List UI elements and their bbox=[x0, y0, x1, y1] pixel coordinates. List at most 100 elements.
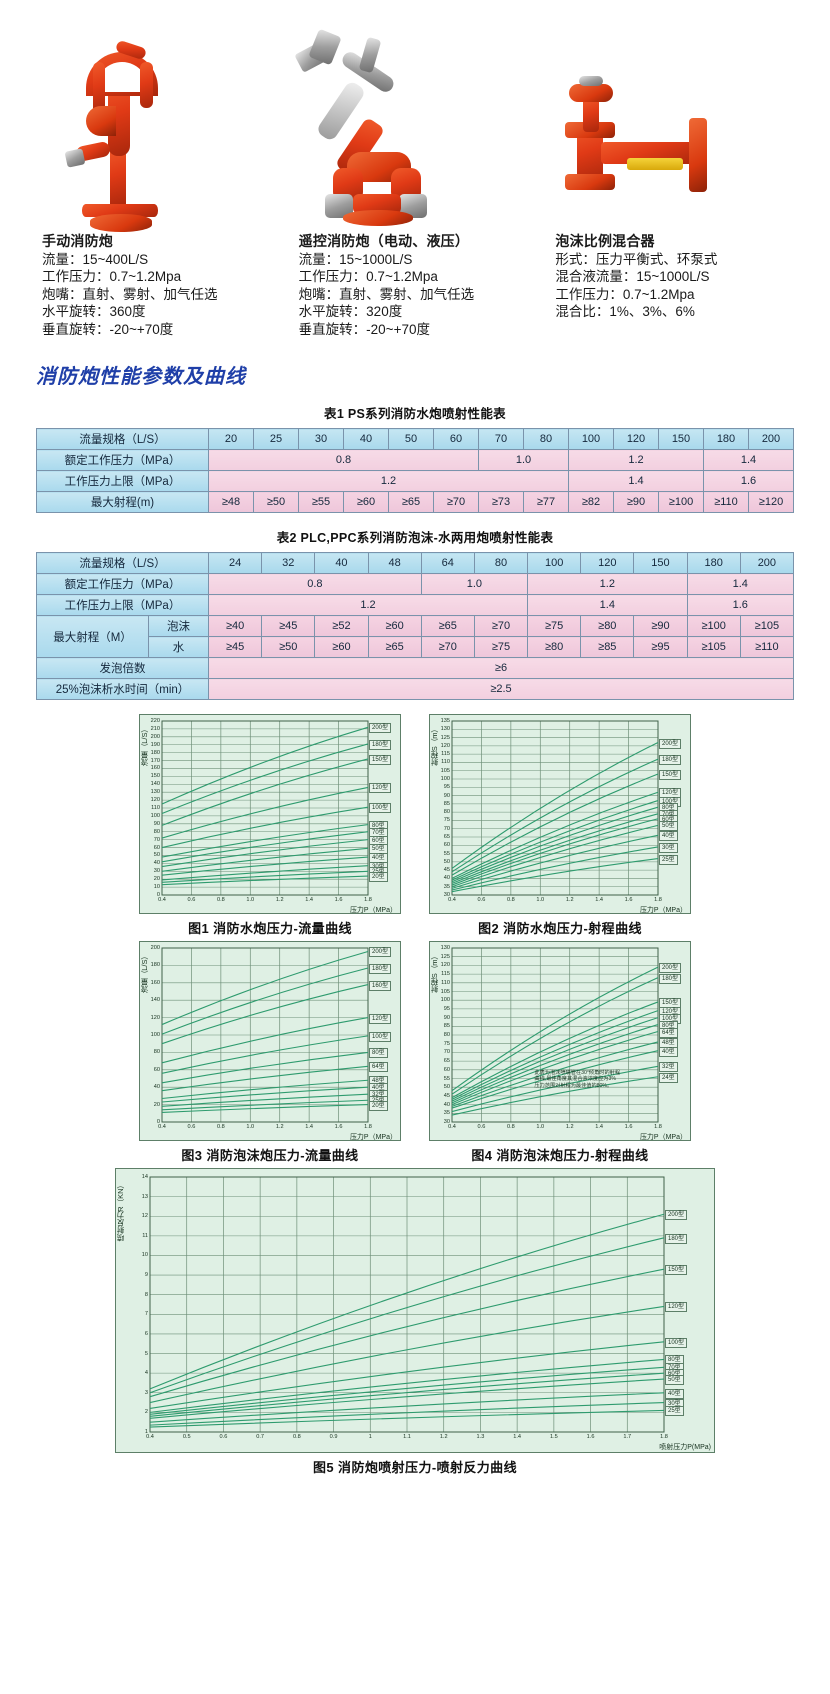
series-label: 150型 bbox=[659, 770, 682, 781]
table-cell: ≥77 bbox=[523, 491, 569, 513]
y-tick-label: 45 bbox=[443, 867, 450, 874]
x-tick-label: 0.6 bbox=[187, 1124, 196, 1130]
row-label: 流量规格（L/S） bbox=[36, 428, 209, 450]
table-cell: 20 bbox=[208, 428, 254, 450]
y-tick-label: 40 bbox=[153, 1084, 160, 1091]
table-cell: 40 bbox=[314, 552, 369, 574]
y-tick-label: 60 bbox=[443, 1066, 450, 1073]
table-cell: 1.2 bbox=[208, 470, 569, 492]
x-tick-label: 1.8 bbox=[654, 897, 662, 903]
table-row: 工作压力上限（MPa） 1.2 1.4 1.6 bbox=[35, 594, 795, 616]
x-tick-label: 1.6 bbox=[334, 897, 343, 903]
series-label: 160型 bbox=[369, 980, 392, 991]
x-tick-label: 1.6 bbox=[334, 1124, 343, 1130]
chart-row-2: 0 20 40 60 80 100 120 140 160 180 200 0.4 0.6 0.8 1.0 1… bbox=[0, 941, 830, 1164]
table-cell: ≥60 bbox=[343, 491, 389, 513]
table-row: 最大射程(m) ≥48 ≥50 ≥55 ≥60 ≥65 ≥70 ≥73 ≥77 … bbox=[36, 491, 794, 513]
table-cell: ≥70 bbox=[420, 636, 475, 658]
table-cell: 0.8 bbox=[208, 573, 422, 595]
table-cell: 1.4 bbox=[703, 449, 794, 471]
y-tick-label: 70 bbox=[443, 825, 450, 832]
x-tick-label: 0.8 bbox=[292, 1434, 301, 1440]
foam-proportioner-photo bbox=[543, 18, 800, 233]
table-cell: ≥80 bbox=[580, 615, 635, 637]
y-tick-label: 150 bbox=[150, 773, 160, 780]
table-cell: ≥48 bbox=[208, 491, 254, 513]
series-label: 24型 bbox=[659, 1072, 678, 1083]
chart-plot-fig3: 0 20 40 60 80 100 120 140 160 180 200 0.4 0.6 0.8 1.0 1… bbox=[139, 941, 401, 1141]
series-label: 100型 bbox=[665, 1337, 688, 1348]
spec-line: 工作压力：0.7~1.2Mpa bbox=[298, 269, 438, 284]
table-cell: 200 bbox=[748, 428, 794, 450]
x-tick-label: 1.0 bbox=[536, 1124, 545, 1130]
y-tick-label: 0 bbox=[156, 1119, 160, 1125]
y-tick-label: 120 bbox=[440, 742, 450, 749]
series-label: 120型 bbox=[369, 783, 392, 794]
spec-line: 炮嘴：直射、雾射、加气任选 bbox=[298, 286, 475, 302]
table-cell: 1.2 bbox=[568, 449, 704, 471]
table-cell: 150 bbox=[658, 428, 704, 450]
y-axis-label: 流量（L/S） bbox=[140, 725, 149, 767]
table-cell: ≥40 bbox=[208, 615, 263, 637]
product-name: 遥控消防炮（电动、液压） bbox=[298, 233, 470, 249]
y-tick-label: 80 bbox=[153, 828, 160, 835]
table-cell: ≥105 bbox=[739, 615, 795, 637]
table-row: 发泡倍数 ≥6 bbox=[35, 657, 794, 679]
y-tick-label: 80 bbox=[443, 809, 450, 816]
y-tick-label: 20 bbox=[153, 1101, 160, 1108]
y-tick-label: 50 bbox=[443, 858, 450, 865]
y-axis-label: 流量（L/S） bbox=[140, 952, 149, 994]
table-cell: ≥82 bbox=[568, 491, 614, 513]
table-cell: ≥80 bbox=[527, 636, 582, 658]
table2-caption: 表2 PLC,PPC系列消防泡沫-水两用炮喷射性能表 bbox=[276, 531, 554, 545]
x-tick-label: 1.8 bbox=[654, 1124, 662, 1130]
table-cell: ≥50 bbox=[261, 636, 316, 658]
table-cell: ≥110 bbox=[739, 636, 795, 658]
x-tick-label: 0.6 bbox=[477, 897, 486, 903]
y-tick-label: 60 bbox=[443, 842, 450, 849]
series-label: 64型 bbox=[659, 1027, 678, 1038]
y-tick-label: 95 bbox=[443, 1005, 450, 1012]
table-cell: ≥95 bbox=[633, 636, 688, 658]
table-row: 工作压力上限（MPa） 1.2 1.4 1.6 bbox=[36, 470, 794, 492]
x-tick-label: 1.2 bbox=[439, 1434, 448, 1440]
y-tick-label: 120 bbox=[150, 797, 160, 804]
series-label: 120型 bbox=[665, 1302, 688, 1313]
table-cell: ≥70 bbox=[473, 615, 529, 637]
x-tick-label: 1.4 bbox=[595, 897, 604, 903]
x-tick-label: 0.8 bbox=[216, 897, 225, 903]
table-cell: 1.2 bbox=[208, 594, 529, 616]
y-tick-label: 30 bbox=[153, 868, 160, 875]
y-tick-label: 14 bbox=[141, 1174, 148, 1180]
y-tick-label: 30 bbox=[443, 1119, 450, 1125]
row-label: 25%泡沫析水时间（min） bbox=[35, 678, 210, 700]
series-label: 200型 bbox=[659, 963, 682, 974]
y-tick-label: 75 bbox=[443, 817, 450, 824]
x-tick-label: 1.1 bbox=[403, 1434, 411, 1440]
y-tick-label: 120 bbox=[150, 1014, 160, 1021]
x-tick-label: 0.6 bbox=[219, 1434, 228, 1440]
series-label: 40型 bbox=[659, 831, 678, 842]
row-label: 额定工作压力（MPa） bbox=[35, 573, 210, 595]
x-tick-label: 0.4 bbox=[448, 1124, 456, 1130]
series-label: 25型 bbox=[665, 1406, 684, 1417]
y-tick-label: 40 bbox=[443, 875, 450, 882]
chart-title: 图3 消防泡沫炮压力-流量曲线 bbox=[181, 1148, 359, 1163]
manual-monitor-specs: 手动消防炮 流量：15~400L/S 工作压力：0.7~1.2Mpa 炮嘴：直射… bbox=[30, 233, 287, 338]
y-tick-label: 70 bbox=[153, 836, 160, 843]
chart-title: 图1 消防水炮压力-流量曲线 bbox=[188, 921, 352, 936]
x-tick-label: 1.8 bbox=[364, 897, 372, 903]
chart-block-fig4: 30 35 40 45 50 55 60 65 70 75 80 85 90 95 100 105 110 115… bbox=[429, 941, 691, 1164]
table-cell: 30 bbox=[298, 428, 344, 450]
chart-row-3: 1 2 3 4 5 6 7 8 9 10 11 12 13 14 0.4 0.5 0.6 0.7 0.8 0.9 1 1.… bbox=[0, 1168, 830, 1476]
product-name: 泡沫比例混合器 bbox=[555, 233, 655, 249]
series-label: 180型 bbox=[659, 973, 682, 984]
table1: 流量规格（L/S） 20 25 30 40 50 60 70 80 100 12… bbox=[36, 428, 794, 513]
x-tick-label: 0.6 bbox=[477, 1124, 486, 1130]
y-tick-label: 100 bbox=[150, 812, 160, 819]
y-tick-label: 105 bbox=[440, 767, 450, 774]
row-label: 额定工作压力（MPa） bbox=[36, 449, 209, 471]
x-tick-label: 1.2 bbox=[275, 1124, 284, 1130]
x-tick-label: 1.6 bbox=[586, 1434, 595, 1440]
y-tick-label: 10 bbox=[141, 1252, 148, 1259]
